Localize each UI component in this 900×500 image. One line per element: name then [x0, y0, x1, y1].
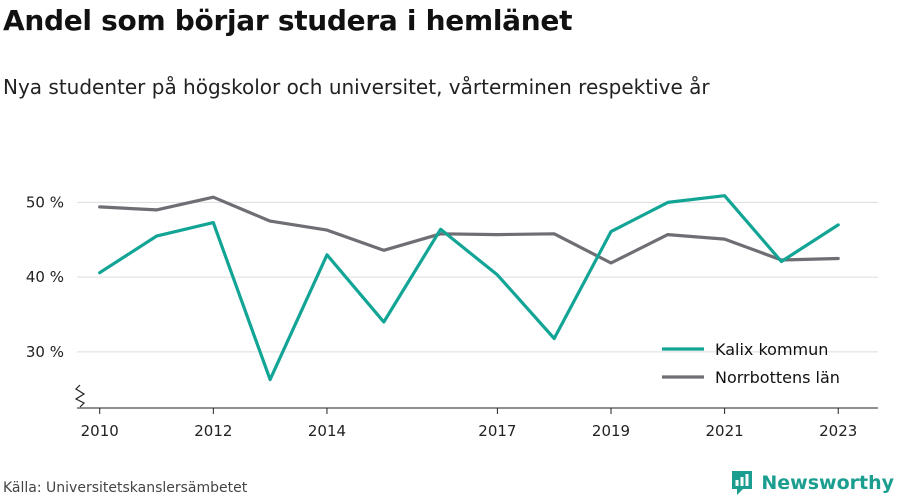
- newsworthy-logo-icon: [732, 471, 753, 495]
- x-tick-label: 2019: [592, 422, 630, 440]
- x-tick-label: 2012: [194, 422, 232, 440]
- axis-break-mark: [74, 384, 86, 408]
- x-tick-label: 2014: [308, 422, 346, 440]
- chart-subtitle: Nya studenter på högskolor och universit…: [3, 75, 710, 99]
- brand-logo[interactable]: Newsworthy: [730, 468, 894, 498]
- x-tick-label: 2017: [478, 422, 516, 440]
- x-tick-label: 2021: [706, 422, 744, 440]
- series-line-norrbottens-län: [98, 195, 840, 265]
- series-line-kalix-kommun: [98, 194, 840, 382]
- legend-label: Kalix kommun: [715, 340, 828, 359]
- legend-label: Norrbottens län: [715, 368, 840, 387]
- x-tick-label: 2010: [81, 422, 119, 440]
- y-tick-label: 30 %: [26, 343, 64, 361]
- x-tick-label: 2023: [819, 422, 857, 440]
- y-tick-label: 50 %: [26, 193, 64, 211]
- brand-name: Newsworthy: [761, 472, 894, 494]
- y-tick-label: 40 %: [26, 268, 64, 286]
- chart-title: Andel som börjar studera i hemlänet: [3, 4, 573, 37]
- source-note: Källa: Universitetskanslersämbetet: [3, 480, 248, 496]
- line-chart: 30 % 40 % 50 % 2010 2012 2014 2017 2019 2021 2023…: [26, 193, 878, 440]
